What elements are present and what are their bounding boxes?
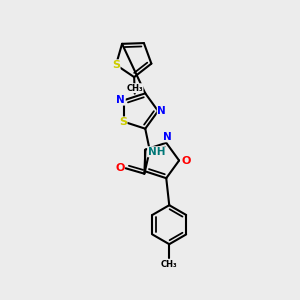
- Text: S: S: [119, 117, 127, 127]
- Text: NH: NH: [148, 147, 165, 157]
- Text: CH₃: CH₃: [126, 84, 143, 93]
- Text: S: S: [112, 60, 120, 70]
- Text: O: O: [181, 155, 190, 166]
- Text: O: O: [115, 163, 124, 173]
- Text: CH₃: CH₃: [161, 260, 178, 269]
- Text: N: N: [164, 132, 172, 142]
- Text: N: N: [157, 106, 166, 116]
- Text: N: N: [116, 95, 125, 105]
